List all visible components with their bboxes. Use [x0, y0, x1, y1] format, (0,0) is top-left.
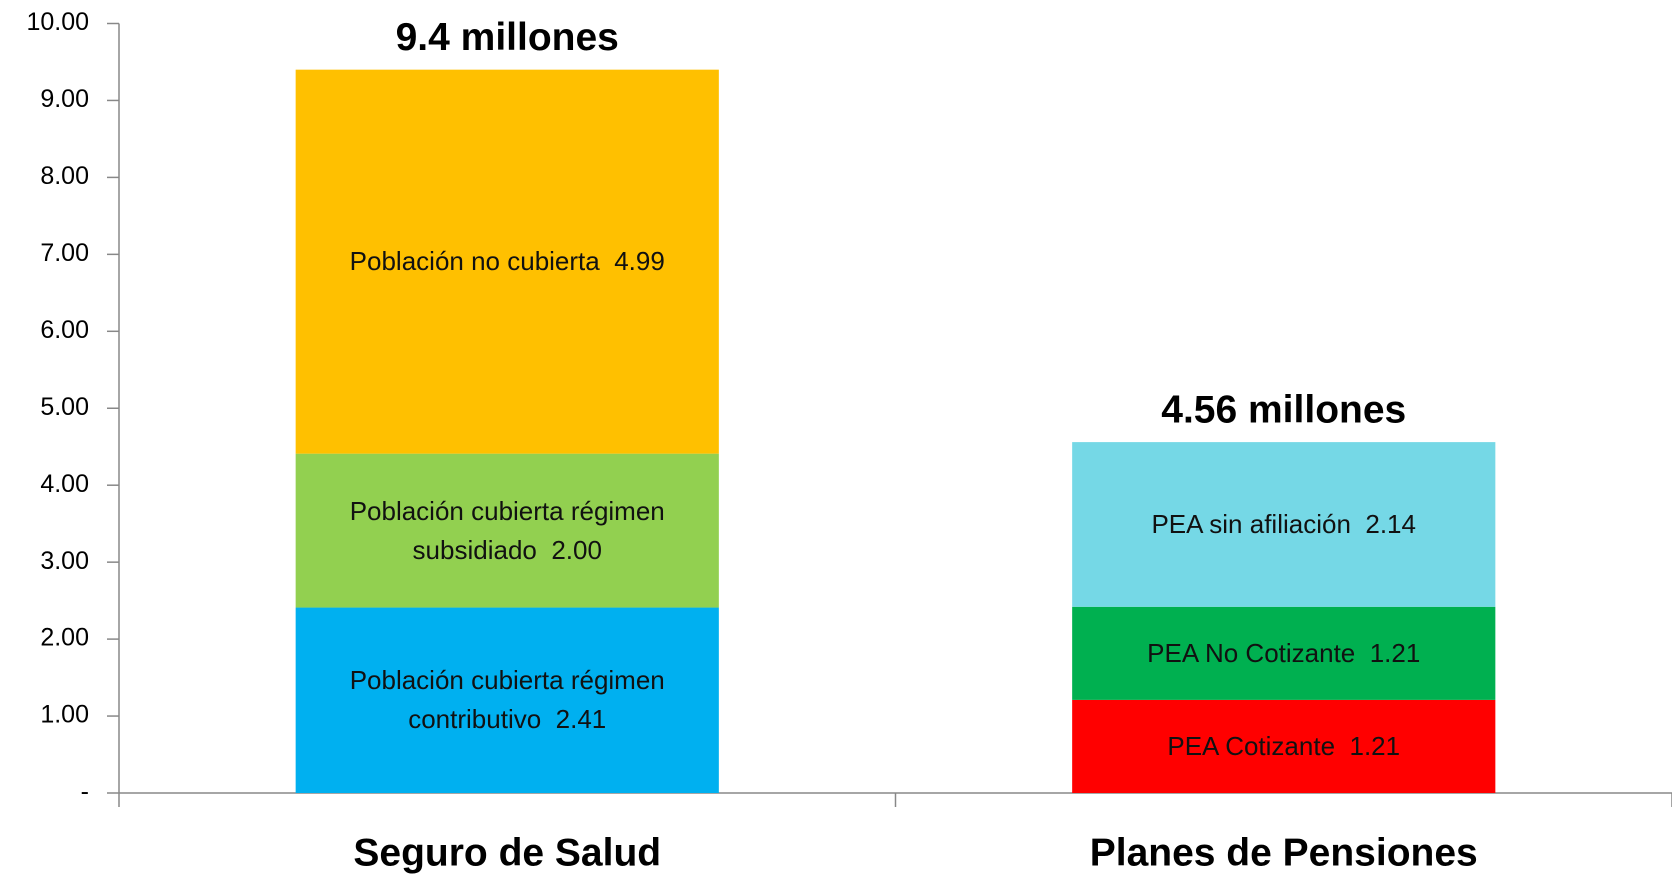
bar-segment — [1072, 442, 1496, 607]
y-tick-label: 5.00 — [40, 393, 89, 421]
bar-segment — [295, 69, 719, 454]
segment-label: Población no cubierta 4.99 — [296, 70, 719, 454]
total-annotation: 4.56 millones — [1161, 388, 1406, 431]
bar-segment — [295, 453, 719, 608]
y-tick-label: - — [81, 778, 89, 806]
y-tick-label: 1.00 — [40, 701, 89, 729]
y-tick-label: 2.00 — [40, 624, 89, 652]
x-tick-label: Seguro de Salud — [353, 831, 661, 874]
y-tick-label: 7.00 — [40, 239, 89, 267]
y-tick-label: 9.00 — [40, 85, 89, 113]
series-name: PEA Cotizante — [1167, 730, 1336, 761]
segment-label-text: Población cubierta régimen contributivo … — [336, 661, 679, 739]
segment-label-text: Población no cubierta 4.99 — [350, 242, 665, 281]
total-annotation: 9.4 millones — [396, 16, 619, 59]
series-name: PEA No Cotizante — [1147, 637, 1356, 668]
series-name: Población no cubierta — [349, 246, 600, 277]
series-name: Población cubierta régimen subsidiado — [349, 495, 665, 565]
y-tick-label: 4.00 — [40, 470, 89, 498]
segment-label: PEA Cotizante 1.21 — [1072, 700, 1495, 793]
y-tick-label: 8.00 — [40, 162, 89, 190]
segment-label-text: Población cubierta régimen subsidiado 2.… — [336, 492, 679, 570]
segment-label-text: PEA No Cotizante 1.21 — [1147, 634, 1420, 673]
series-name: Población cubierta régimen contributivo — [349, 665, 665, 735]
value-label: 2.41 — [555, 704, 607, 735]
bar-segment — [1072, 606, 1496, 700]
value-label: 2.14 — [1365, 508, 1416, 539]
segment-label: PEA No Cotizante 1.21 — [1072, 607, 1495, 700]
y-tick-label: 3.00 — [40, 547, 89, 575]
x-tick-label: Planes de Pensiones — [1090, 831, 1478, 874]
segment-label-text: PEA Cotizante 1.21 — [1167, 727, 1400, 766]
segment-label-text: PEA sin afiliación 2.14 — [1151, 505, 1416, 544]
value-label: 4.99 — [614, 246, 665, 277]
value-label: 1.21 — [1349, 730, 1401, 761]
segment-label: Población cubierta régimen contributivo … — [296, 608, 719, 793]
y-tick-label: 10.00 — [26, 8, 89, 36]
value-label: 2.00 — [551, 534, 602, 565]
segment-label: Población cubierta régimen subsidiado 2.… — [296, 454, 719, 608]
bar-segment — [295, 607, 719, 793]
bar-segment — [1072, 699, 1496, 793]
segment-label: PEA sin afiliación 2.14 — [1072, 442, 1495, 607]
y-tick-label: 6.00 — [40, 316, 89, 344]
value-label: 1.21 — [1369, 637, 1421, 668]
series-name: PEA sin afiliación — [1151, 508, 1351, 539]
